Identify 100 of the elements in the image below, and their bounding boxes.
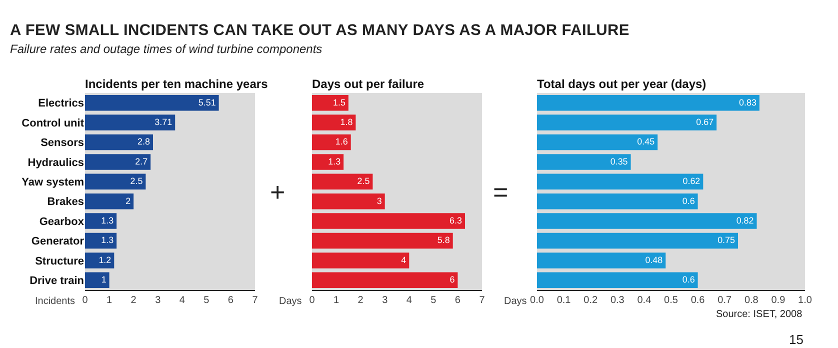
data-label: 6	[450, 274, 455, 285]
data-label: 0.62	[682, 176, 700, 186]
x-tick-label: 0.2	[584, 295, 598, 306]
data-label: 0.75	[718, 235, 736, 246]
bar	[312, 232, 453, 249]
y-tick-label: Yaw system	[22, 176, 84, 188]
bar	[85, 193, 134, 210]
x-tick-label: 4	[179, 295, 186, 306]
bar	[537, 232, 738, 249]
x-axis-title: Days	[279, 296, 302, 307]
bar	[85, 114, 176, 130]
y-tick-label: Gearbox	[39, 216, 85, 228]
data-label: 1.6	[335, 136, 348, 147]
bar	[312, 174, 373, 190]
source-note: Source: ISET, 2008	[716, 309, 803, 320]
data-label: 1.8	[340, 116, 353, 127]
x-tick-label: 0.1	[556, 295, 572, 306]
data-label: 0.6	[682, 196, 695, 206]
x-tick-label: 0	[309, 295, 316, 306]
text: +	[270, 177, 286, 207]
text: 15	[789, 332, 804, 347]
y-tick-label: Electrics	[38, 98, 84, 110]
data-label: 3	[376, 196, 382, 206]
bar	[312, 213, 465, 229]
bar	[312, 272, 458, 288]
data-label: 4	[401, 254, 406, 265]
x-tick-label: 5	[430, 295, 437, 306]
y-tick-label: Brakes	[47, 196, 84, 208]
y-tick-label: Generator	[31, 236, 85, 248]
data-label: 0.82	[736, 215, 754, 226]
x-tick-label: 3	[155, 295, 162, 306]
bar	[312, 193, 385, 210]
bar	[312, 134, 351, 150]
bar	[85, 232, 117, 249]
x-tick-label: 0.0	[530, 295, 544, 306]
bar	[85, 272, 110, 288]
data-label: 1.5	[332, 97, 346, 108]
text: =	[493, 177, 508, 207]
data-label: 2	[126, 196, 131, 206]
bar	[312, 154, 344, 170]
x-tick-label: 1.0	[798, 295, 812, 306]
chart-title: Total days out per year (days)	[537, 77, 706, 91]
y-tick-label: Control unit	[22, 117, 84, 130]
chart-title: Days out per failure	[312, 77, 424, 91]
y-tick-label: Sensors	[40, 137, 84, 150]
data-label: 1.3	[101, 215, 114, 226]
bar	[537, 174, 704, 190]
x-tick-label: 2	[358, 295, 364, 306]
data-label: 0.35	[610, 156, 628, 166]
y-tick-label: Drive train	[30, 275, 84, 287]
bar	[85, 154, 151, 170]
data-label: 1.3	[101, 235, 114, 246]
x-tick-label: 0.4	[637, 295, 652, 306]
x-tick-label: 0.9	[771, 295, 786, 306]
bar	[537, 114, 717, 130]
data-label: 2.7	[135, 156, 148, 166]
bar	[537, 272, 698, 288]
x-tick-label: 4	[406, 295, 412, 306]
x-axis-title: Days	[504, 296, 527, 307]
bar	[312, 114, 356, 130]
data-label: 5.8	[437, 235, 450, 246]
bar	[537, 213, 757, 229]
data-label: 0.67	[696, 116, 714, 127]
bar	[85, 213, 117, 229]
bar	[85, 94, 219, 111]
x-tick-label: 0.8	[744, 295, 759, 306]
x-tick-label: 7	[252, 295, 258, 306]
x-tick-label: 2	[130, 295, 137, 306]
y-tick-label: Hydraulics	[28, 156, 84, 169]
x-tick-label: 1	[106, 295, 113, 306]
x-tick-label: 3	[382, 295, 388, 306]
chart-title: Incidents per ten machine years	[85, 77, 268, 91]
x-tick-label: 0	[82, 295, 88, 306]
data-label: 5.51	[198, 97, 216, 108]
data-label: 0.83	[739, 97, 756, 108]
text: A FEW SMALL INCIDENTS CAN TAKE OUT AS MANY DAYS AS A MAJOR FAILURE	[10, 22, 630, 40]
bar	[85, 252, 114, 268]
data-label: 1.3	[328, 156, 341, 166]
data-label: 1	[101, 274, 106, 285]
data-label: 3.71	[154, 116, 172, 127]
data-label: 2.5	[357, 176, 370, 186]
bar	[537, 134, 658, 150]
data-label: 2.5	[130, 176, 143, 186]
x-tick-label: 0.5	[664, 295, 678, 306]
bar	[537, 154, 631, 170]
x-tick-label: 1	[334, 295, 340, 306]
bar	[85, 174, 146, 190]
data-label: 0.48	[645, 254, 663, 265]
x-tick-label: 6	[228, 295, 234, 306]
bar	[312, 94, 348, 111]
bar	[537, 252, 666, 268]
x-tick-label: 6	[454, 295, 461, 306]
bar	[537, 94, 760, 111]
bar	[537, 193, 698, 210]
data-label: 6.3	[450, 215, 462, 226]
x-tick-label: 0.7	[718, 295, 732, 306]
x-tick-label: 7	[479, 295, 486, 306]
x-tick-label: 0.6	[690, 295, 706, 306]
data-label: 0.45	[637, 136, 655, 147]
data-label: 1.2	[98, 254, 112, 265]
